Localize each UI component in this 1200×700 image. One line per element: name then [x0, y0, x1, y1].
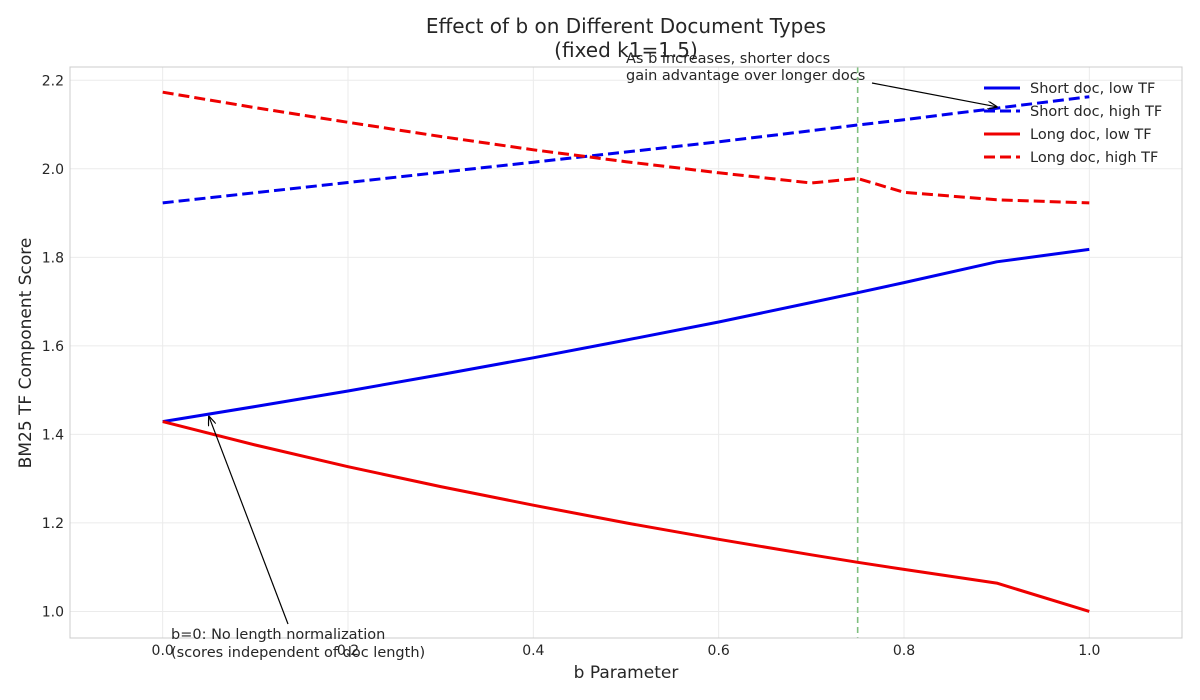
- annotation-text: b=0: No length normalization (scores inde…: [171, 627, 425, 661]
- annotation-line: gain advantage over longer docs: [626, 68, 865, 84]
- legend-label: Long doc, high TF: [1030, 150, 1158, 166]
- series-line: [162, 247, 1090, 424]
- chart-title: Effect of b on Different Document Types: [426, 14, 826, 38]
- x-tick-label: 0.6: [708, 643, 730, 659]
- annotation-line: As b increases, shorter docs: [626, 51, 830, 67]
- annotation-arrow: [871, 82, 997, 107]
- x-axis-label: b Parameter: [574, 663, 679, 683]
- chart-subtitle: (fixed k1=1.5): [554, 38, 698, 62]
- annotation-arrow: [209, 417, 289, 625]
- x-tick-label: 0.8: [893, 643, 915, 659]
- annotations: As b increases, shorter docs gain advanta…: [171, 51, 997, 661]
- y-tick-label: 2.0: [42, 162, 64, 178]
- series-line: [162, 90, 1090, 205]
- x-tick-label: 0.4: [522, 643, 544, 659]
- y-tick-label: 1.2: [42, 516, 64, 532]
- annotation-line: (scores independent of doc length): [171, 645, 425, 661]
- y-tick-label: 1.8: [42, 250, 64, 266]
- legend: Short doc, low TF Short doc, high TF Long …: [984, 81, 1162, 166]
- x-tick-label: 0.0: [152, 643, 174, 659]
- legend-label: Short doc, high TF: [1030, 104, 1162, 120]
- y-tick-label: 1.6: [42, 339, 64, 355]
- plot-frame: [69, 66, 1183, 639]
- tick-labels: 0.0 0.2 0.4 0.6 0.8 1.0 1.0 1.2 1.4 1.6 1.8 2.0 2.2: [42, 73, 1101, 659]
- series-line: [162, 420, 1090, 613]
- x-tick-label: 1.0: [1078, 643, 1100, 659]
- legend-label: Short doc, low TF: [1030, 81, 1155, 97]
- legend-label: Long doc, low TF: [1030, 127, 1152, 143]
- annotation-text: As b increases, shorter docs gain advanta…: [626, 51, 865, 84]
- series-layer: [162, 90, 1090, 613]
- y-tick-label: 1.4: [42, 427, 64, 443]
- y-axis-label: BM25 TF Component Score: [16, 238, 36, 469]
- annotation-line: b=0: No length normalization: [171, 627, 385, 643]
- x-tick-label: 0.2: [337, 643, 359, 659]
- y-tick-label: 1.0: [42, 604, 64, 620]
- series-line: [162, 95, 1090, 205]
- y-tick-label: 2.2: [42, 73, 64, 89]
